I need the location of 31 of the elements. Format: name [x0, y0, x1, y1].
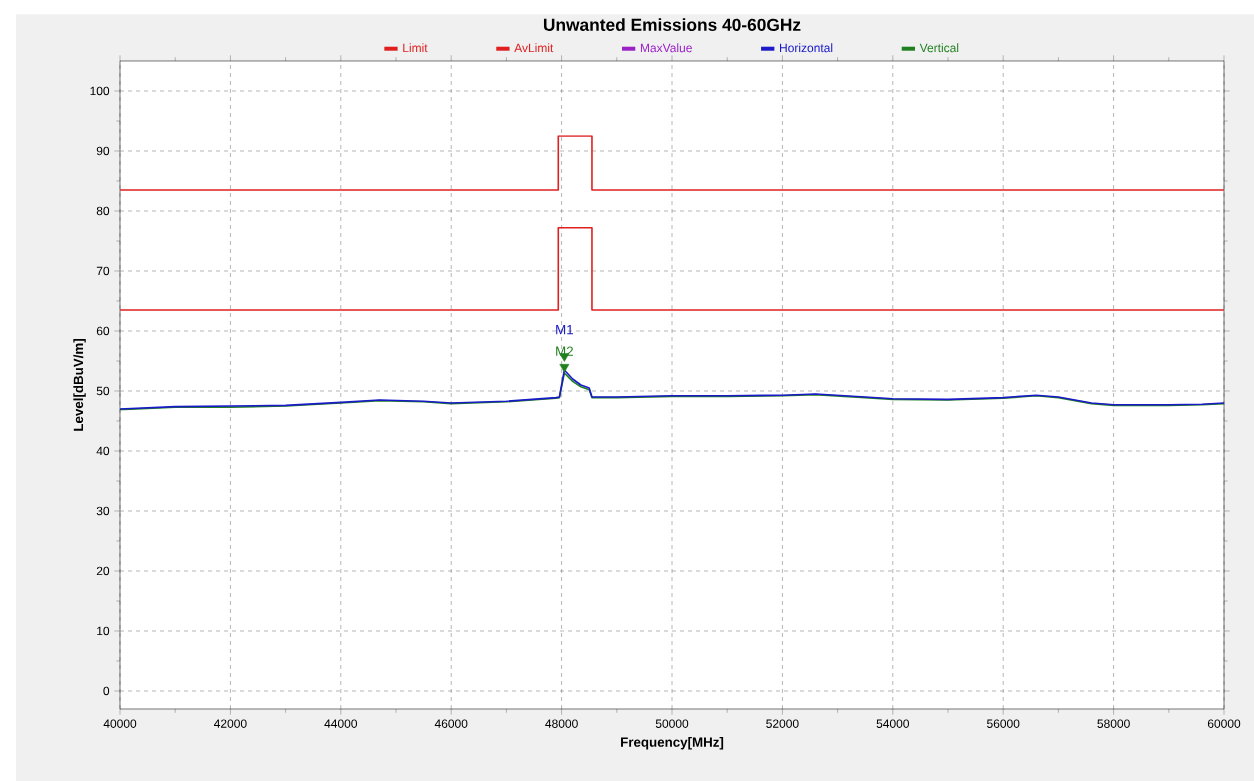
x-axis-title: Frequency[MHz]: [621, 737, 724, 750]
x-tick-label: 44000: [324, 719, 358, 728]
x-tick-label: 56000: [987, 719, 1020, 728]
y-tick-label: 10: [97, 626, 110, 636]
x-tick-label: 58000: [1097, 719, 1130, 728]
x-tick-label: 42000: [213, 719, 247, 728]
y-tick-label: 70: [96, 266, 110, 276]
x-tick-label: 60000: [1207, 719, 1241, 728]
x-tick-label: 48000: [545, 719, 578, 728]
y-axis-title: Level[dBuV/m]: [73, 339, 86, 431]
y-tick-label: 80: [96, 206, 110, 216]
legend-label: Horizontal: [780, 43, 833, 53]
x-tick-label: 46000: [434, 719, 468, 728]
y-tick-label: 30: [96, 506, 110, 516]
y-tick-label: 0: [103, 686, 110, 696]
x-tick-label: 52000: [766, 719, 799, 728]
y-tick-label: 50: [96, 386, 110, 396]
y-tick-label: 90: [96, 146, 110, 156]
annotation: M1: [556, 325, 573, 335]
y-tick-label: 20: [96, 566, 110, 576]
x-tick-label: 50000: [655, 719, 689, 728]
legend-label: Vertical: [919, 43, 959, 53]
legend-label: Limit: [403, 43, 428, 53]
x-tick-label: 40000: [103, 719, 137, 728]
y-tick-label: 40: [96, 446, 110, 456]
legend-label: AvLimit: [514, 43, 554, 53]
legend-label: MaxValue: [640, 43, 692, 53]
chart-title: Unwanted Emissions 40-60GHz: [543, 18, 801, 31]
x-tick-label: 54000: [876, 719, 910, 728]
y-tick-label: 100: [90, 86, 110, 96]
y-tick-label: 60: [96, 326, 110, 336]
